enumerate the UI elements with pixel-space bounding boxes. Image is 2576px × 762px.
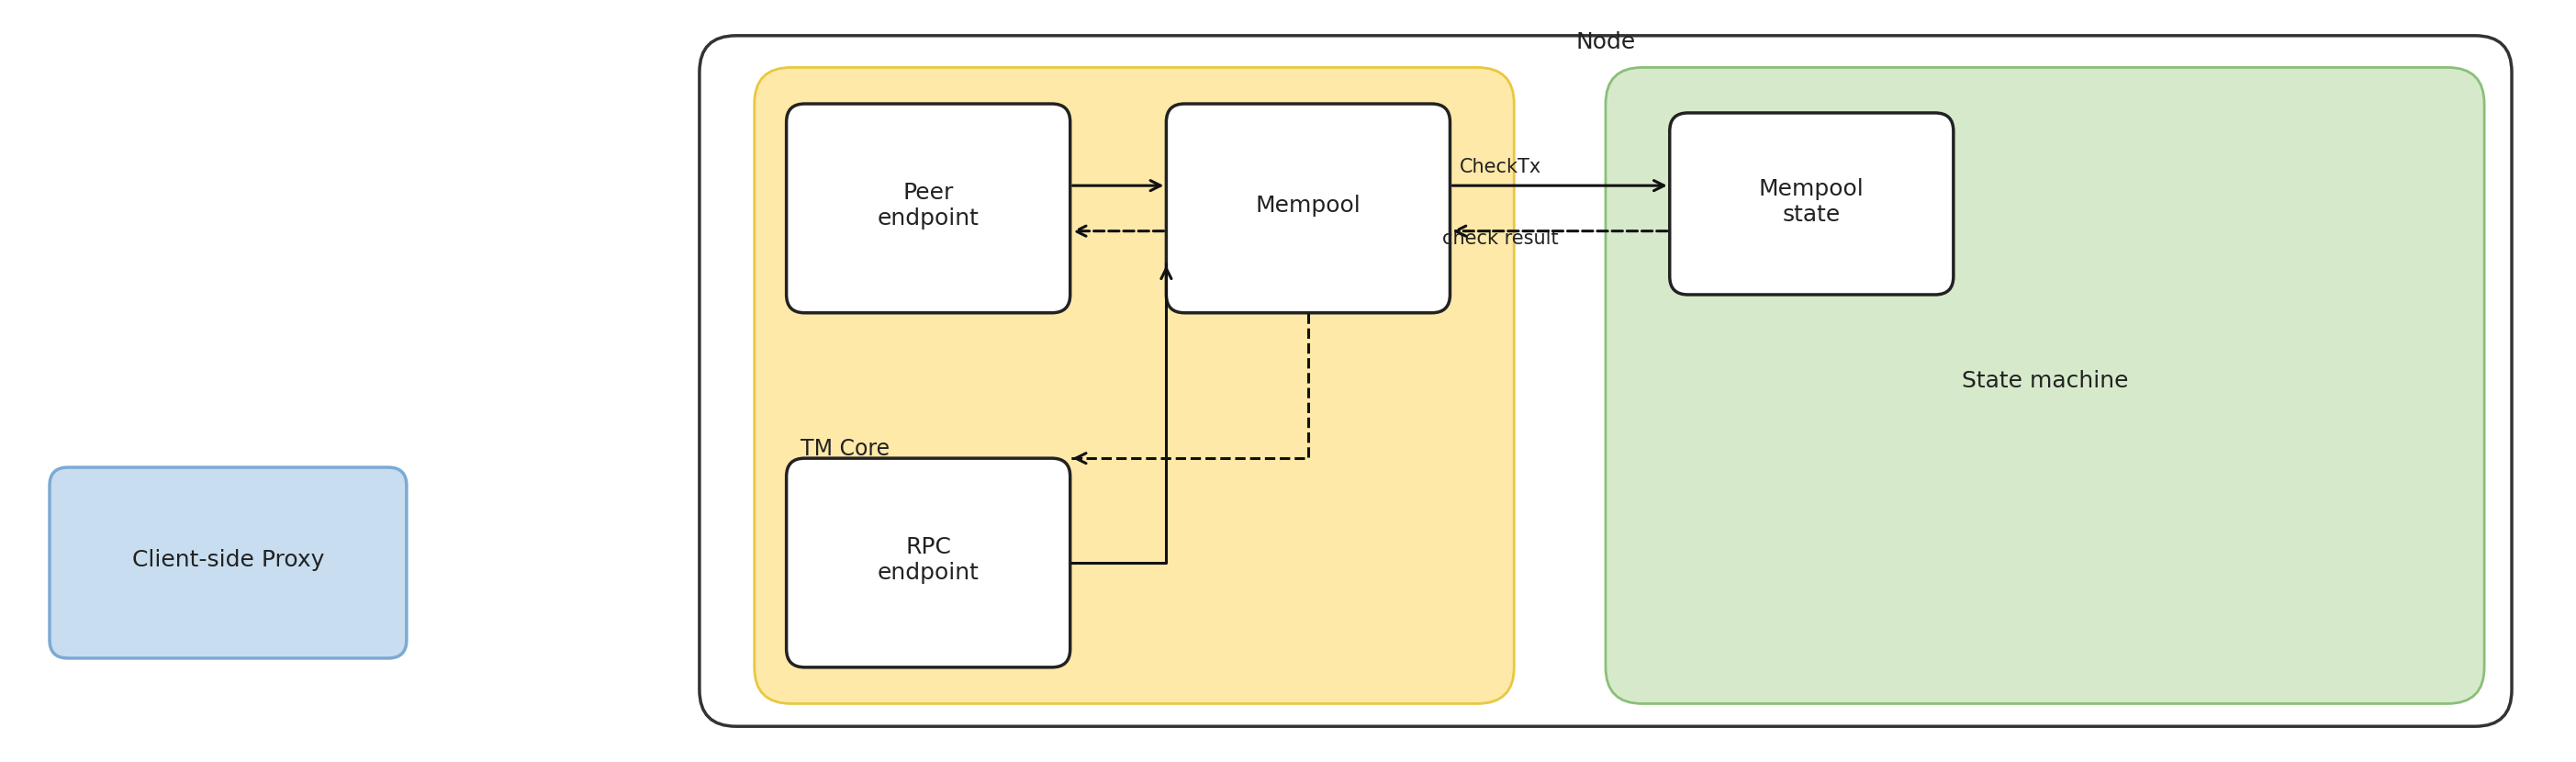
Text: TM Core: TM Core: [801, 438, 889, 460]
Text: State machine: State machine: [1963, 370, 2128, 392]
FancyBboxPatch shape: [786, 104, 1069, 313]
FancyBboxPatch shape: [49, 467, 407, 658]
FancyBboxPatch shape: [1605, 68, 2483, 703]
Text: Peer
endpoint: Peer endpoint: [878, 182, 979, 229]
Text: RPC
endpoint: RPC endpoint: [878, 536, 979, 584]
FancyBboxPatch shape: [755, 68, 1515, 703]
Text: Mempool: Mempool: [1255, 194, 1360, 216]
FancyBboxPatch shape: [1167, 104, 1450, 313]
Text: Mempool
state: Mempool state: [1759, 178, 1865, 226]
Text: Node: Node: [1577, 31, 1636, 53]
FancyBboxPatch shape: [1669, 113, 1953, 295]
FancyBboxPatch shape: [786, 458, 1069, 668]
Text: check result: check result: [1443, 229, 1558, 248]
Text: CheckTx: CheckTx: [1461, 158, 1540, 177]
Text: Client-side Proxy: Client-side Proxy: [131, 549, 325, 571]
FancyBboxPatch shape: [701, 36, 2512, 726]
